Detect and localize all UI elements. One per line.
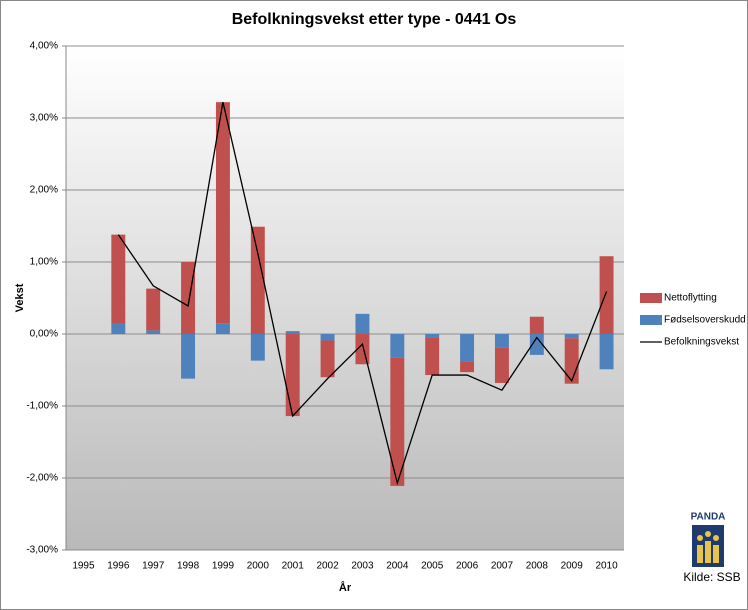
bar: [599, 256, 614, 334]
y-tick-label: 4,00%: [30, 41, 58, 52]
legend-swatch: [640, 315, 662, 325]
bar: [285, 334, 300, 417]
bar: [320, 334, 335, 341]
logo-bar: [713, 545, 719, 563]
bar: [529, 316, 544, 334]
bar: [111, 234, 126, 324]
logo-bar: [697, 545, 703, 563]
bar: [460, 334, 475, 362]
x-tick-label: 2001: [282, 561, 305, 572]
bar: [425, 334, 440, 338]
logo-bar: [705, 541, 711, 563]
bar: [390, 357, 405, 486]
x-tick-label: 2010: [595, 561, 618, 572]
bar: [564, 334, 579, 339]
bar: [250, 334, 265, 361]
bar: [355, 313, 370, 334]
bar: [146, 330, 161, 334]
y-axis-label: Vekst: [14, 283, 26, 312]
bar: [320, 340, 335, 378]
bar: [529, 334, 544, 355]
legend-label: Befolkningsvekst: [664, 337, 739, 348]
bar: [425, 337, 440, 376]
line: [117, 102, 608, 486]
x-tick-label: 2000: [247, 561, 270, 572]
x-tick-label: 2004: [386, 561, 409, 572]
y-tick-label: -2,00%: [26, 473, 58, 484]
source: Kilde: SSB: [683, 570, 740, 584]
x-tick-label: 2005: [421, 561, 444, 572]
logo-dot: [697, 535, 703, 541]
legend-label: Fødselsoverskudd: [664, 315, 746, 326]
bar: [599, 334, 614, 370]
bar: [494, 334, 509, 348]
logo: PANDA Kilde: SSB: [683, 512, 740, 585]
x-tick-label: 1997: [142, 561, 165, 572]
chart-title: Befolkningsvekst etter type - 0441 Os: [232, 11, 517, 28]
y-tick-label: 2,00%: [30, 185, 58, 196]
bar: [285, 331, 300, 334]
logo-dot: [713, 535, 719, 541]
bar: [111, 323, 126, 334]
x-tick-label: 2008: [526, 561, 549, 572]
x-tick-label: 1998: [177, 561, 200, 572]
x-tick-label: 2006: [456, 561, 479, 572]
bar: [146, 288, 161, 331]
x-axis-label: År: [339, 581, 352, 594]
logo-dot: [705, 531, 711, 537]
x-tick-label: 1999: [212, 561, 235, 572]
y-tick-label: 0,00%: [30, 329, 58, 340]
y-tick-label: 1,00%: [30, 257, 58, 268]
bar: [460, 361, 475, 373]
x-tick-label: 2002: [316, 561, 339, 572]
x-tick-label: 1995: [72, 561, 95, 572]
y-tick-label: -1,00%: [26, 401, 58, 412]
bar: [250, 226, 265, 334]
y-tick-label: 3,00%: [30, 113, 58, 124]
bar: [494, 347, 509, 383]
logo-text: PANDA: [691, 512, 726, 523]
x-tick-label: 1996: [107, 561, 130, 572]
bar: [564, 338, 579, 384]
bar: [390, 334, 405, 358]
x-tick-label: 2007: [491, 561, 514, 572]
bar: [215, 323, 230, 334]
bar: [181, 262, 196, 334]
legend-swatch: [640, 293, 662, 303]
y-tick-label: -3,00%: [26, 545, 58, 556]
bar: [215, 102, 230, 324]
x-tick-label: 2009: [561, 561, 584, 572]
x-tick-label: 2003: [351, 561, 374, 572]
legend-label: Nettoflytting: [664, 293, 717, 304]
bar: [181, 334, 196, 379]
